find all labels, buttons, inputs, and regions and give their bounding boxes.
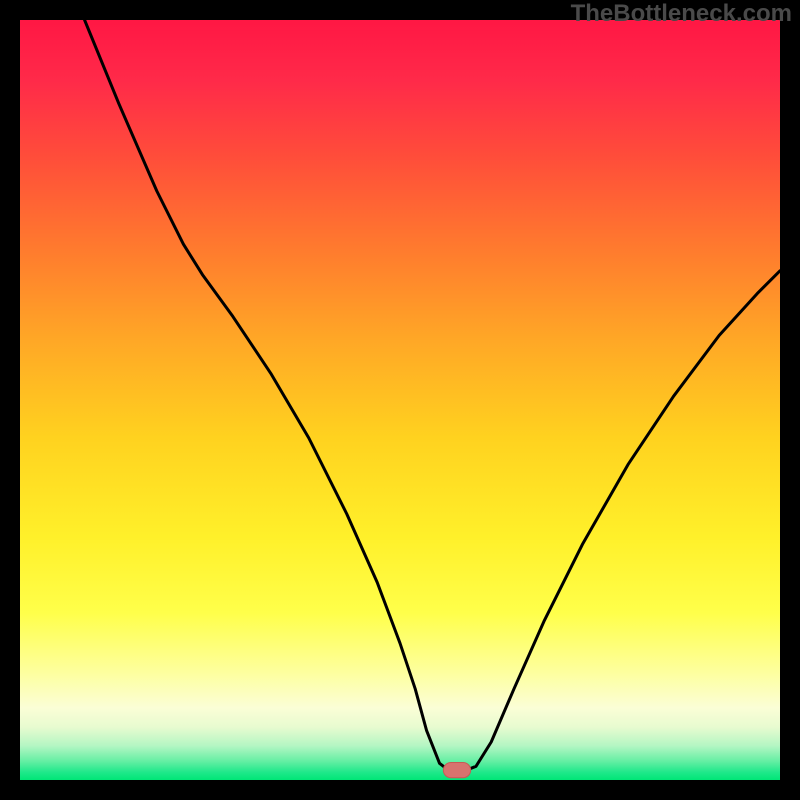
chart-background bbox=[20, 20, 780, 780]
bottleneck-curve-chart bbox=[0, 0, 800, 800]
optimal-point-marker bbox=[443, 763, 470, 778]
chart-container: TheBottleneck.com bbox=[0, 0, 800, 800]
